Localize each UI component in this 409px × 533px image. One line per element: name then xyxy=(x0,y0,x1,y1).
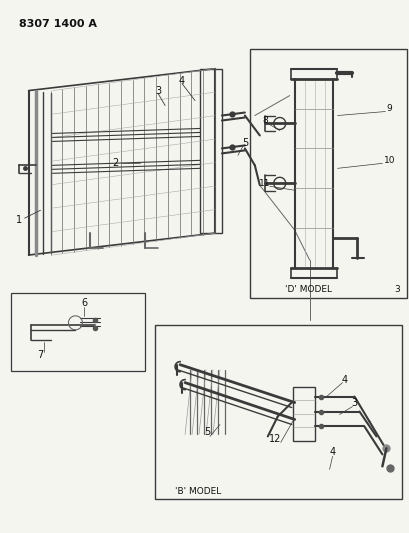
Text: 2: 2 xyxy=(112,158,118,168)
Text: 1: 1 xyxy=(16,215,22,225)
Bar xyxy=(292,386,314,441)
Text: 'D' MODEL: 'D' MODEL xyxy=(284,285,331,294)
Text: 9: 9 xyxy=(386,104,391,113)
Text: 10: 10 xyxy=(383,156,394,165)
Text: 4: 4 xyxy=(179,76,185,86)
Text: 7: 7 xyxy=(37,350,44,360)
Bar xyxy=(200,69,221,233)
Text: 4: 4 xyxy=(341,375,347,385)
Text: 12: 12 xyxy=(268,434,280,445)
Text: 8: 8 xyxy=(261,116,267,125)
Text: 4: 4 xyxy=(329,447,335,457)
Bar xyxy=(155,325,401,499)
Text: 6: 6 xyxy=(81,298,87,308)
Text: 11: 11 xyxy=(258,179,270,188)
Text: 3: 3 xyxy=(155,86,161,95)
Text: 5: 5 xyxy=(241,139,247,148)
Text: 'B' MODEL: 'B' MODEL xyxy=(175,487,221,496)
Bar xyxy=(249,49,406,298)
Text: 5: 5 xyxy=(203,427,209,438)
Bar xyxy=(11,293,145,370)
Text: 3: 3 xyxy=(393,285,399,294)
Text: 8307 1400 A: 8307 1400 A xyxy=(18,19,97,29)
Text: 3: 3 xyxy=(351,398,357,408)
